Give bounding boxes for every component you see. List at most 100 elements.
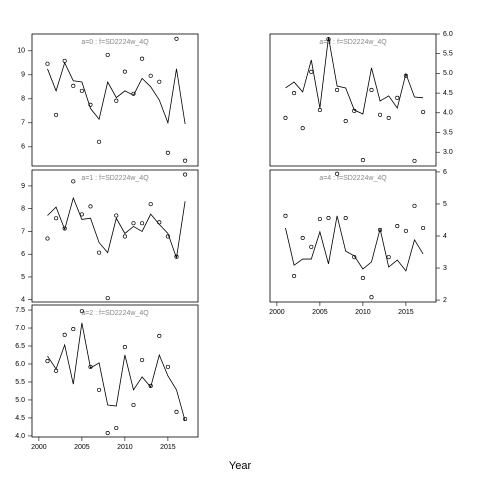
- strip-label: a=3 : f=SD2224w_4Q: [319, 39, 387, 46]
- point: [122, 345, 127, 350]
- point: [148, 73, 153, 78]
- point: [421, 225, 426, 231]
- point: [148, 202, 153, 207]
- point: [369, 295, 374, 300]
- y-tick-label: 4: [21, 297, 25, 304]
- point: [140, 221, 145, 226]
- point: [45, 236, 50, 241]
- x-tick-label: 2005: [312, 309, 328, 316]
- point: [292, 273, 297, 279]
- point: [300, 235, 305, 240]
- panel: [31, 33, 199, 167]
- x-axis-label: Year: [229, 460, 252, 472]
- y-tick-label: 3.5: [443, 129, 453, 136]
- point: [386, 255, 391, 260]
- panel: [269, 33, 437, 167]
- point: [105, 52, 110, 57]
- point: [97, 250, 102, 255]
- y-tick-label: 4.5: [15, 415, 25, 422]
- y-tick-label: 4: [443, 233, 447, 240]
- point: [174, 254, 179, 259]
- point: [343, 119, 348, 124]
- y-tick-label: 10: [17, 48, 25, 55]
- point: [335, 87, 340, 93]
- point: [412, 158, 417, 163]
- x-tick-label: 2000: [269, 309, 285, 316]
- y-tick-label: 5.5: [443, 51, 453, 58]
- point: [97, 387, 102, 392]
- y-tick-label: 5.5: [15, 379, 25, 386]
- x-tick-label: 2005: [74, 444, 90, 451]
- point: [54, 216, 59, 221]
- fit-line: [285, 37, 424, 115]
- point: [335, 171, 340, 176]
- point: [378, 112, 383, 117]
- y-tick-label: 6.0: [443, 31, 453, 38]
- point: [309, 69, 314, 74]
- point: [300, 126, 305, 131]
- point: [79, 88, 84, 93]
- point: [122, 234, 127, 239]
- point: [360, 275, 365, 281]
- point: [157, 333, 162, 338]
- panel: [31, 304, 199, 438]
- point: [412, 203, 417, 208]
- fit-line: [285, 215, 424, 272]
- point: [131, 402, 136, 408]
- point: [283, 213, 288, 218]
- point: [71, 327, 76, 332]
- point: [114, 213, 119, 218]
- x-tick-label: 2015: [398, 309, 414, 316]
- x-tick-label: 2015: [160, 444, 176, 451]
- y-tick-label: 5.0: [443, 70, 453, 77]
- point: [54, 112, 59, 117]
- point: [343, 216, 348, 221]
- y-tick-label: 7: [21, 228, 25, 235]
- y-tick-label: 3.0: [443, 149, 453, 156]
- point: [105, 296, 110, 301]
- point: [122, 69, 127, 74]
- point: [165, 234, 170, 239]
- point: [395, 95, 400, 100]
- x-tick-label: 2000: [31, 444, 47, 451]
- y-tick-label: 4.0: [15, 433, 25, 440]
- point: [114, 98, 119, 103]
- point: [62, 332, 67, 337]
- point: [283, 115, 288, 120]
- fit-line: [47, 196, 186, 258]
- strip-label: a=1 : f=SD2224w_4Q: [81, 175, 149, 182]
- point: [148, 383, 153, 388]
- point: [360, 158, 365, 163]
- strip-label: a=2 : f=SD2224w_4Q: [81, 310, 149, 317]
- panel: [269, 169, 437, 303]
- point: [292, 91, 297, 96]
- y-tick-label: 6.0: [15, 361, 25, 368]
- fit-line: [47, 322, 186, 421]
- panel: [31, 169, 199, 303]
- point: [157, 79, 162, 84]
- y-tick-label: 9: [21, 183, 25, 190]
- point: [378, 227, 383, 232]
- point: [114, 425, 119, 431]
- point: [309, 244, 314, 249]
- point: [403, 228, 408, 233]
- point: [317, 216, 322, 222]
- point: [165, 150, 170, 155]
- y-tick-label: 6: [21, 144, 25, 151]
- point: [71, 83, 76, 88]
- point: [45, 61, 50, 66]
- y-tick-label: 6: [21, 251, 25, 258]
- y-tick-label: 6: [443, 169, 447, 176]
- y-tick-label: 4.0: [443, 110, 453, 117]
- point: [174, 409, 179, 414]
- point: [140, 357, 145, 363]
- y-tick-label: 5: [21, 274, 25, 281]
- y-tick-label: 5: [443, 201, 447, 208]
- point: [317, 107, 322, 113]
- y-tick-label: 7.0: [15, 325, 25, 332]
- point: [97, 139, 102, 144]
- y-tick-label: 6.5: [15, 343, 25, 350]
- point: [395, 224, 400, 229]
- strip-label: a=4 : f=SD2224w_4Q: [319, 175, 387, 182]
